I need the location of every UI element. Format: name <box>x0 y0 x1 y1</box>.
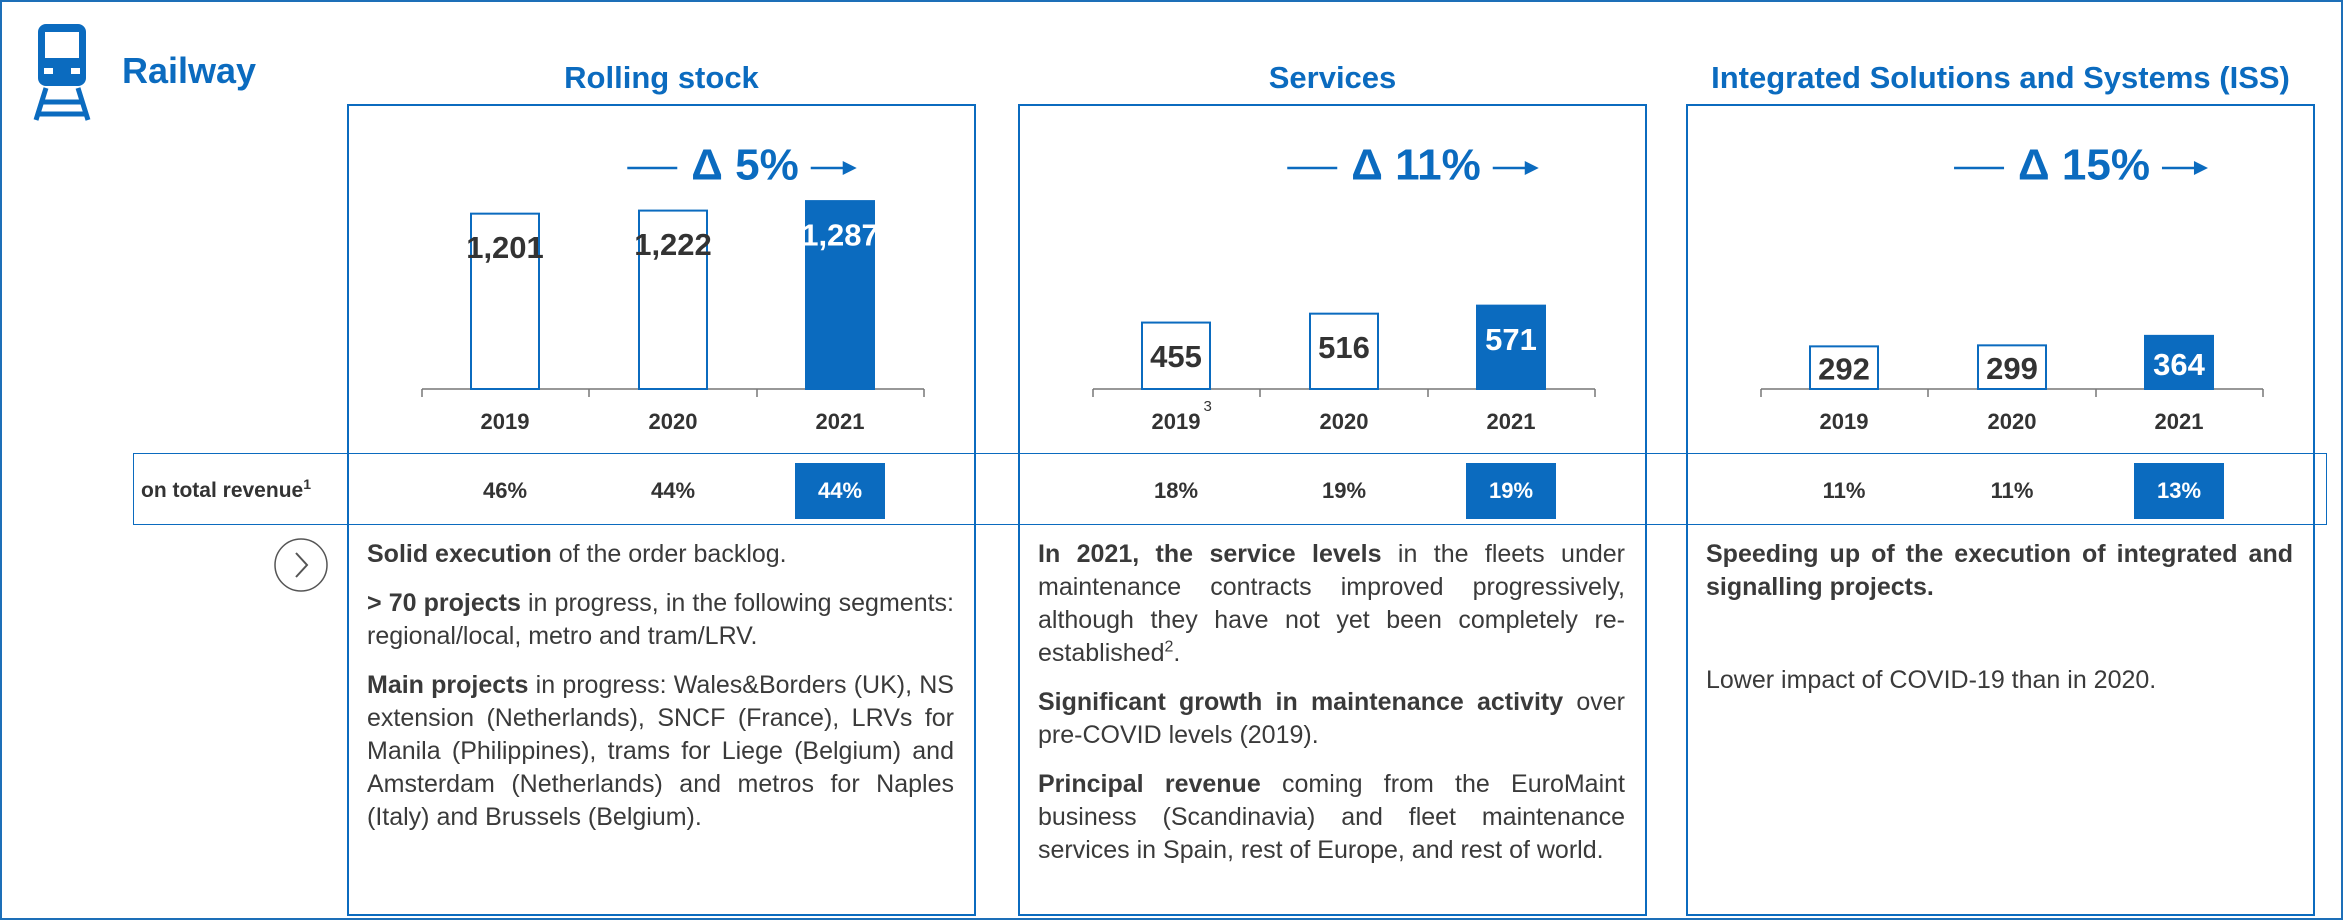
category-label: 2021 <box>1487 409 1536 434</box>
share-label: 19% <box>1322 478 1366 503</box>
panel-box <box>1018 104 1647 916</box>
share-label: 46% <box>483 478 527 503</box>
growth-arrow-head <box>842 161 857 175</box>
value-label: 1,201 <box>466 230 544 265</box>
bar <box>1476 304 1546 390</box>
text-run: Solid execution <box>367 540 552 568</box>
growth-label: Δ 5% <box>691 141 798 190</box>
bar <box>1141 321 1211 391</box>
category-label: 2020 <box>1320 409 1369 434</box>
bar <box>2144 334 2214 390</box>
category-label: 2021 <box>816 409 865 434</box>
text-run: of the order backlog. <box>551 540 787 568</box>
bar <box>1309 312 1379 390</box>
section-title: Railway <box>122 50 257 91</box>
text-run: in progress, in the following segments: … <box>367 589 954 650</box>
panel-title: Integrated Solutions and Systems (ISS) <box>1711 60 2290 95</box>
text-run: Lower impact of COVID-19 than in 2020. <box>1706 666 2157 694</box>
category-label: 2021 <box>2155 409 2204 434</box>
bar <box>470 212 540 390</box>
paragraph: Speeding up of the execution of integrat… <box>1706 538 2293 604</box>
row-label: on total revenue1 <box>141 476 311 502</box>
train-icon <box>33 24 91 121</box>
value-label: 571 <box>1485 322 1537 357</box>
text-run: Principal revenue <box>1038 770 1261 798</box>
category-note: 3 <box>1203 398 1211 415</box>
bar <box>1977 344 2047 391</box>
text-run: Speeding up of the execution of integrat… <box>1706 540 2293 601</box>
text-run: > 70 projects <box>367 589 521 617</box>
category-label: 2019 <box>481 409 530 434</box>
category-label: 2019 <box>1152 409 1201 434</box>
panel-text: Speeding up of the execution of integrat… <box>1706 538 2293 713</box>
value-label: 364 <box>2153 347 2205 382</box>
text-run: 2 <box>1164 638 1174 656</box>
paragraph: In 2021, the service levels in the fleet… <box>1038 538 1625 670</box>
panel-box <box>347 104 976 916</box>
category-label: 2020 <box>1988 409 2037 434</box>
paragraph: Main projects in progress: Wales&Borders… <box>367 669 954 834</box>
growth-arrow-head <box>1524 161 1539 175</box>
text-run: In 2021, the service levels <box>1038 540 1382 568</box>
panel-box <box>1686 104 2315 916</box>
panel-text: In 2021, the service levels in the fleet… <box>1038 538 1625 883</box>
value-label: 516 <box>1318 330 1370 365</box>
value-label: 1,222 <box>634 227 712 262</box>
share-label: 18% <box>1154 478 1198 503</box>
share-box <box>795 463 885 519</box>
text-run: in progress: Wales&Borders (UK), NS exte… <box>367 671 954 831</box>
value-label: 299 <box>1986 351 2038 386</box>
paragraph: Principal revenue coming from the EuroMa… <box>1038 768 1625 867</box>
share-row <box>133 453 2327 525</box>
share-box <box>1466 463 1556 519</box>
paragraph: Significant growth in maintenance activi… <box>1038 686 1625 752</box>
text-run: over pre-COVID levels (2019). <box>1038 688 1625 749</box>
growth-label: Δ 15% <box>2018 141 2150 190</box>
text-run: Significant growth in maintenance activi… <box>1038 688 1564 716</box>
category-label: 2020 <box>649 409 698 434</box>
panel-text: Solid execution of the order backlog. > 7… <box>367 538 954 850</box>
panel-title: Rolling stock <box>564 60 759 95</box>
text-run: Main projects <box>367 671 529 699</box>
share-label: 44% <box>818 478 862 503</box>
paragraph: Lower impact of COVID-19 than in 2020. <box>1706 664 2293 697</box>
share-label: 11% <box>1823 478 1866 503</box>
share-box <box>2134 463 2224 519</box>
text-run: in the fleets under maintenance contract… <box>1038 540 1625 667</box>
bar <box>805 200 875 390</box>
paragraph: Solid execution of the order backlog. <box>367 538 954 571</box>
value-label: 1,287 <box>801 217 879 252</box>
growth-arrow-head <box>2193 161 2208 175</box>
bar <box>638 209 708 390</box>
arrow-button <box>274 538 328 592</box>
share-label: 44% <box>651 478 695 503</box>
text-run: coming from the EuroMaint business (Scan… <box>1038 770 1625 864</box>
growth-label: Δ 11% <box>1351 141 1481 190</box>
value-label: 292 <box>1818 351 1870 386</box>
bar <box>1809 345 1879 391</box>
panel-title: Services <box>1268 60 1397 95</box>
value-label: 455 <box>1150 339 1202 374</box>
share-label: 19% <box>1489 478 1533 503</box>
share-label: 11% <box>1991 478 2034 503</box>
text-run: . <box>1173 639 1181 667</box>
paragraph: > 70 projects in progress, in the follow… <box>367 587 954 653</box>
category-label: 2019 <box>1820 409 1869 434</box>
share-label: 13% <box>2157 478 2201 503</box>
